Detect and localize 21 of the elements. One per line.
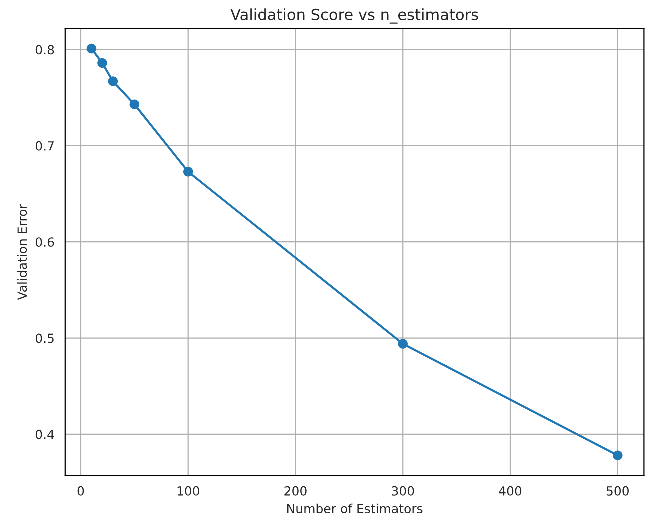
chart-title: Validation Score vs n_estimators xyxy=(230,8,478,24)
x-tick-label: 100 xyxy=(178,486,200,496)
x-tick-label: 300 xyxy=(392,486,414,496)
x-tick-label: 500 xyxy=(606,486,629,496)
y-tick-label: 0.6 xyxy=(36,238,54,248)
point xyxy=(86,44,97,54)
y-tick-label: 0.7 xyxy=(36,141,54,151)
point xyxy=(183,167,194,177)
x-axis-title: Number of Estimators xyxy=(288,504,423,514)
point xyxy=(108,76,118,86)
x-tick-label: 200 xyxy=(284,486,307,496)
point xyxy=(98,58,108,68)
x-tick-label: 400 xyxy=(499,486,522,496)
point xyxy=(130,100,140,110)
point xyxy=(398,339,408,349)
y-tick-label: 0.8 xyxy=(36,45,54,55)
point xyxy=(613,450,623,460)
y-axis-title: Validation Error xyxy=(17,204,28,300)
y-tick-label: 0.5 xyxy=(36,334,54,344)
x-tick-label: 0 xyxy=(78,486,84,496)
y-tick-label: 0.4 xyxy=(36,430,54,440)
